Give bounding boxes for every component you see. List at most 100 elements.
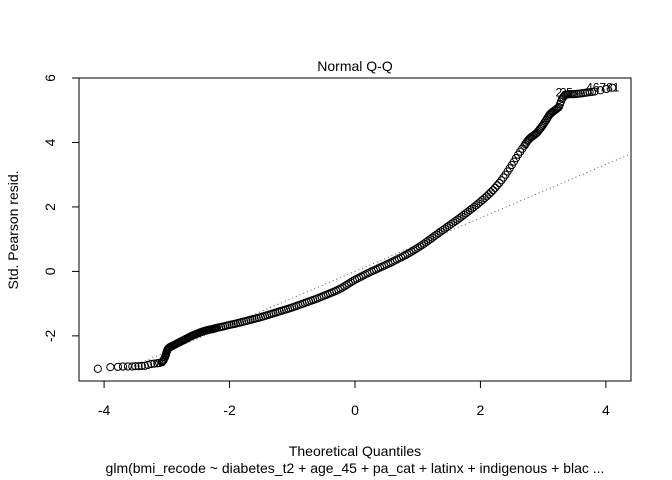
- data-point: [426, 235, 435, 244]
- data-point: [392, 255, 401, 264]
- data-point: [344, 279, 353, 288]
- x-tick-label: 2: [477, 402, 485, 418]
- data-point: [113, 362, 122, 371]
- data-point: [490, 183, 500, 192]
- data-point: [394, 254, 404, 263]
- y-tick-label: 2: [42, 203, 58, 211]
- data-point: [449, 218, 458, 227]
- data-point: [357, 272, 366, 281]
- data-point: [118, 362, 128, 371]
- data-point: [563, 90, 573, 99]
- model-caption: glm(bmi_recode ~ diabetes_t2 + age_45 + …: [106, 460, 605, 476]
- reference-line: [122, 153, 632, 371]
- data-point: [242, 316, 251, 326]
- data-point: [484, 190, 493, 199]
- data-point: [419, 239, 429, 248]
- data-point: [430, 232, 439, 241]
- data-point: [451, 217, 460, 226]
- data-point: [574, 89, 583, 98]
- data-point: [596, 86, 605, 95]
- data-point: [608, 83, 617, 92]
- data-point: [334, 285, 343, 294]
- data-point: [403, 250, 412, 259]
- data-point: [465, 206, 475, 215]
- data-point: [352, 274, 362, 283]
- data-point: [497, 176, 506, 185]
- data-point: [415, 242, 424, 251]
- data-point: [398, 252, 408, 261]
- data-point: [386, 258, 395, 267]
- data-point: [248, 315, 257, 324]
- data-point: [405, 248, 414, 258]
- data-point: [444, 221, 454, 230]
- data-point: [434, 229, 443, 238]
- data-point: [407, 247, 416, 256]
- data-point: [229, 319, 238, 329]
- data-point: [348, 276, 358, 286]
- data-point: [342, 280, 351, 290]
- data-point: [340, 282, 349, 291]
- y-axis-label: Std. Pearson resid.: [5, 170, 21, 289]
- y-tick-label: 0: [42, 267, 58, 275]
- point-labels: 46781 22 5: [556, 81, 620, 100]
- point-label: 5: [566, 86, 573, 100]
- data-point: [472, 201, 481, 210]
- data-point: [602, 84, 611, 94]
- data-point: [217, 322, 226, 332]
- point-label: 2: [556, 86, 563, 100]
- data-point: [428, 233, 437, 242]
- x-tick-label: 4: [602, 402, 610, 418]
- data-point: [147, 359, 156, 369]
- data-point: [338, 283, 347, 292]
- data-point: [447, 220, 456, 229]
- data-point: [211, 324, 221, 333]
- point-label: 2: [560, 86, 567, 100]
- data-point: [436, 227, 445, 236]
- data-point: [355, 273, 364, 282]
- data-point: [432, 230, 441, 239]
- data-point: [488, 186, 498, 195]
- data-point: [411, 245, 420, 254]
- data-point: [134, 362, 143, 371]
- data-point: [396, 253, 406, 262]
- data-point: [588, 87, 597, 96]
- y-axis: -2 0 2 4 6: [42, 74, 80, 342]
- data-point: [254, 313, 263, 322]
- data-point: [486, 188, 496, 197]
- data-point: [131, 362, 140, 371]
- data-point: [223, 321, 232, 330]
- data-point: [499, 173, 508, 182]
- data-point: [346, 278, 355, 287]
- data-point: [359, 271, 368, 280]
- data-point: [585, 88, 594, 97]
- chart-title: Normal Q-Q: [317, 58, 393, 74]
- data-point: [235, 318, 245, 327]
- data-point: [495, 178, 504, 188]
- x-axis: -4 -2 0 2 4: [98, 380, 610, 418]
- data-point: [442, 223, 452, 232]
- x-tick-label: -4: [98, 402, 111, 418]
- data-point: [478, 195, 487, 205]
- data-point: [150, 359, 159, 368]
- data-point: [590, 87, 599, 96]
- data-point: [137, 361, 146, 370]
- data-points: [93, 83, 617, 373]
- data-point: [417, 240, 427, 250]
- x-tick-label: 0: [351, 402, 359, 418]
- data-point: [390, 256, 399, 265]
- data-point: [493, 181, 502, 190]
- y-tick-label: -2: [42, 329, 58, 342]
- data-point: [453, 215, 462, 224]
- data-point: [413, 243, 422, 252]
- data-point: [106, 363, 115, 372]
- y-tick-label: 6: [42, 74, 58, 82]
- data-point: [459, 210, 468, 220]
- point-label: 46781: [586, 81, 620, 95]
- data-point: [440, 224, 450, 233]
- data-point: [421, 238, 431, 247]
- data-point: [568, 90, 577, 99]
- data-point: [505, 164, 514, 173]
- x-axis-label: Theoretical Quantiles: [289, 443, 421, 459]
- data-point: [93, 364, 102, 373]
- data-point: [336, 284, 345, 293]
